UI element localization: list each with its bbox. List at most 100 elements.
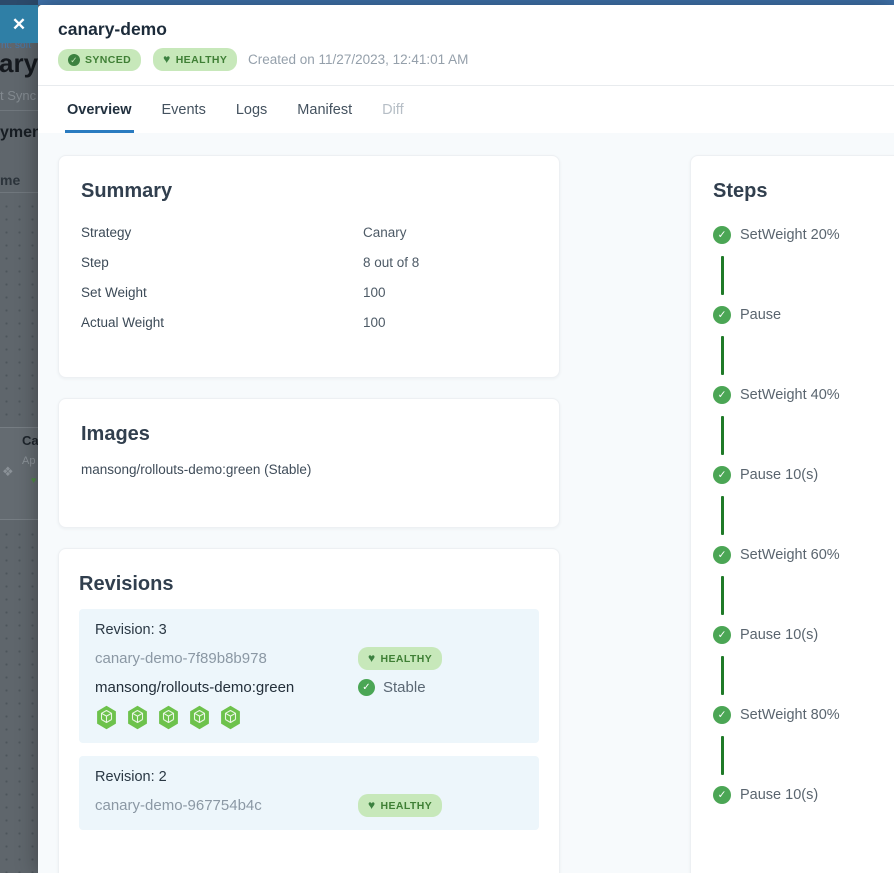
background-card-subtitle-fragment: Ap <box>22 455 36 467</box>
summary-row-label: Step <box>81 254 109 270</box>
pod-list <box>95 704 523 730</box>
summary-row: Step 8 out of 8 <box>81 247 537 277</box>
step-row: SetWeight 20% <box>713 225 894 245</box>
summary-row: Actual Weight 100 <box>81 307 537 337</box>
summary-row: Strategy Canary <box>81 217 537 247</box>
step-row: Pause 10(s) <box>713 625 894 645</box>
revision-image-row: mansong/rollouts-demo:green Stable <box>95 679 523 696</box>
top-accent-bar <box>0 0 894 5</box>
image-entries: mansong/rollouts-demo:green (Stable) <box>81 462 537 477</box>
step-item: SetWeight 60% <box>713 545 894 615</box>
step-connector <box>721 496 724 535</box>
tab[interactable]: Events <box>161 102 206 118</box>
revision-image: mansong/rollouts-demo:green <box>95 679 295 696</box>
panel-content: Summary Strategy Canary Step 8 out of 8 <box>38 133 894 873</box>
step-row: SetWeight 80% <box>713 705 894 725</box>
step-item: SetWeight 80% <box>713 705 894 775</box>
close-panel-button[interactable]: ✕ <box>0 5 38 43</box>
heart-icon <box>368 799 376 812</box>
background-link-fragment: nt: soft <box>1 40 32 51</box>
close-icon: ✕ <box>11 14 27 34</box>
revision-item: Revision: 3 canary-demo-7f89b8b978 HEALT… <box>79 609 539 743</box>
step-label: SetWeight 40% <box>740 387 840 403</box>
step-label: Pause 10(s) <box>740 787 819 803</box>
pod-icon <box>97 705 116 729</box>
background-card-fragment: Ca Ap ❖ ♥ <box>0 427 38 520</box>
check-circle-icon <box>713 706 731 724</box>
step-row: Pause 10(s) <box>713 785 894 805</box>
rollout-detail-panel: canary-demo SYNCED HEALTHY Created on 11… <box>38 5 894 873</box>
steps-card: Steps SetWeight 20% <box>690 155 894 873</box>
check-circle-icon <box>358 679 375 696</box>
background-nav-fragment: ymen <box>0 124 38 141</box>
images-title: Images <box>81 423 150 445</box>
images-card: Images mansong/rollouts-demo:green (Stab… <box>58 398 560 528</box>
pod-icon <box>159 705 178 729</box>
badge-label: HEALTHY <box>175 53 228 66</box>
check-circle-icon <box>713 786 731 804</box>
step-item: Pause 10(s) <box>713 785 894 805</box>
check-circle-icon <box>713 466 731 484</box>
tab[interactable]: Overview <box>65 102 134 133</box>
revision-list: Revision: 3 canary-demo-7f89b8b978 HEALT… <box>79 609 539 830</box>
badge-icon <box>68 53 80 66</box>
background-column-fragment: me <box>0 172 21 188</box>
step-item: SetWeight 20% <box>713 225 894 295</box>
summary-row-value: 100 <box>363 314 386 330</box>
tab[interactable]: Diff <box>382 102 404 118</box>
tab[interactable]: Manifest <box>297 102 353 118</box>
dimmed-background-page: nt: soft ary- t Sync ymen me Ca Ap ❖ ♥ <box>0 0 38 873</box>
revision-status: Stable <box>358 679 426 696</box>
step-connector <box>721 576 724 615</box>
replicaset-name: canary-demo-7f89b8b978 <box>95 650 267 667</box>
revisions-card: Revisions Revision: 3 canary-demo-7f89b8… <box>58 548 560 873</box>
summary-row: Set Weight 100 <box>81 277 537 307</box>
step-label: Pause <box>740 307 782 323</box>
check-circle-icon <box>713 546 731 564</box>
panel-header: canary-demo SYNCED HEALTHY Created on 11… <box>38 5 894 133</box>
check-circle-icon <box>713 626 731 644</box>
revision-number: Revision: 3 <box>95 622 167 638</box>
header-divider <box>38 85 894 86</box>
step-item: Pause 10(s) <box>713 465 894 535</box>
step-row: Pause <box>713 305 894 325</box>
tab[interactable]: Logs <box>235 102 268 118</box>
step-connector <box>721 656 724 695</box>
application-icon: ❖ <box>2 464 14 479</box>
badge-icon <box>163 53 171 66</box>
step-item: Pause <box>713 305 894 375</box>
step-label: SetWeight 80% <box>740 707 840 723</box>
summary-row-value: Canary <box>363 224 407 240</box>
summary-rows: Strategy Canary Step 8 out of 8 Set Weig… <box>81 217 537 337</box>
background-dot-grid <box>0 200 38 420</box>
status-badge: SYNCED <box>58 48 142 71</box>
badge-label: HEALTHY <box>380 799 433 812</box>
step-connector <box>721 256 724 295</box>
background-card-title-fragment: Ca <box>22 433 38 448</box>
revision-name-row: canary-demo-967754b4c HEALTHY <box>95 794 523 817</box>
background-app-title-fragment: ary- <box>0 48 38 78</box>
created-timestamp: Created on 11/27/2023, 12:41:01 AM <box>248 52 469 67</box>
pod-icon <box>190 705 209 729</box>
revisions-title: Revisions <box>79 573 174 595</box>
summary-card: Summary Strategy Canary Step 8 out of 8 <box>58 155 560 378</box>
top-accent-bar-dimmed <box>0 0 38 5</box>
revision-health-badge: HEALTHY <box>358 794 443 817</box>
background-dot-grid <box>0 528 38 873</box>
pod-icon <box>128 705 147 729</box>
check-circle-icon <box>713 306 731 324</box>
step-label: SetWeight 60% <box>740 547 840 563</box>
summary-row-label: Actual Weight <box>81 314 165 330</box>
revision-status-label: Stable <box>383 679 426 696</box>
heart-icon: ♥ <box>31 475 37 485</box>
step-label: Pause 10(s) <box>740 467 819 483</box>
step-connector <box>721 736 724 775</box>
steps-list: SetWeight 20% Pause <box>713 225 894 805</box>
check-circle-icon <box>713 226 731 244</box>
revision-health-badge: HEALTHY <box>358 647 443 670</box>
revision-name-row: canary-demo-7f89b8b978 HEALTHY <box>95 647 523 670</box>
summary-row-label: Set Weight <box>81 284 147 300</box>
background-divider <box>0 110 38 111</box>
tab-bar: Overview Events Logs Manifest Diff <box>38 86 894 133</box>
summary-row-value: 100 <box>363 284 386 300</box>
